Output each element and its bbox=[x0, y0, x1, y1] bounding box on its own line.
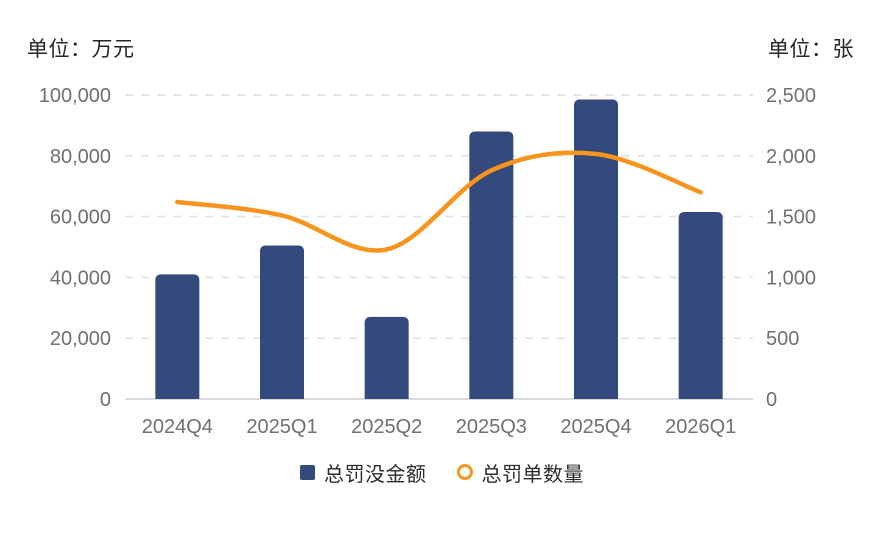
left-axis-tick-label: 80,000 bbox=[50, 146, 111, 168]
legend-label: 总罚单数量 bbox=[481, 463, 584, 486]
bar-2026Q1 bbox=[678, 212, 723, 399]
trend-line bbox=[175, 150, 703, 253]
legend-item-bar-series: 总罚没金额 bbox=[300, 458, 427, 487]
bar-2025Q2 bbox=[364, 316, 409, 399]
left-axis-tick-label: 20,000 bbox=[50, 328, 111, 350]
x-axis-label-2025Q3: 2025Q3 bbox=[456, 416, 527, 438]
left-axis-tick-label: 40,000 bbox=[50, 267, 111, 289]
bar-2024Q4 bbox=[155, 274, 200, 399]
left-axis-tick-label: 100,000 bbox=[39, 85, 111, 107]
line-series-swatch-icon bbox=[456, 464, 473, 480]
legend-item-line-series: 总罚单数量 bbox=[456, 458, 585, 487]
right-axis-unit-title: 单位：张 bbox=[768, 38, 854, 61]
right-axis-tick-label: 1,000 bbox=[766, 267, 816, 289]
left-axis-tick-label: 60,000 bbox=[50, 207, 111, 229]
x-axis-label-2024Q4: 2024Q4 bbox=[142, 416, 213, 438]
left-axis-unit-title: 单位：万元 bbox=[27, 38, 135, 61]
bar-2025Q1 bbox=[260, 245, 304, 399]
chart-legend: 总罚没金额 总罚单数量 bbox=[0, 457, 884, 487]
right-axis-tick-label: 500 bbox=[766, 328, 799, 350]
x-axis-label-2025Q2: 2025Q2 bbox=[351, 416, 422, 438]
right-axis-tick-label: 0 bbox=[766, 389, 777, 411]
left-axis-tick-label: 0 bbox=[100, 389, 111, 411]
right-axis-tick-label: 2,000 bbox=[766, 146, 816, 168]
right-axis-tick-label: 2,500 bbox=[766, 85, 816, 107]
bar-2025Q3 bbox=[469, 131, 514, 400]
bar-2025Q4 bbox=[574, 99, 618, 399]
x-axis-label-2025Q1: 2025Q1 bbox=[246, 416, 317, 438]
bar-series-swatch-icon bbox=[300, 464, 315, 480]
x-axis-label-2026Q1: 2026Q1 bbox=[665, 416, 736, 438]
right-axis-tick-label: 1,500 bbox=[766, 207, 816, 229]
legend-label: 总罚没金额 bbox=[324, 463, 427, 486]
x-axis-label-2025Q4: 2025Q4 bbox=[560, 416, 631, 438]
